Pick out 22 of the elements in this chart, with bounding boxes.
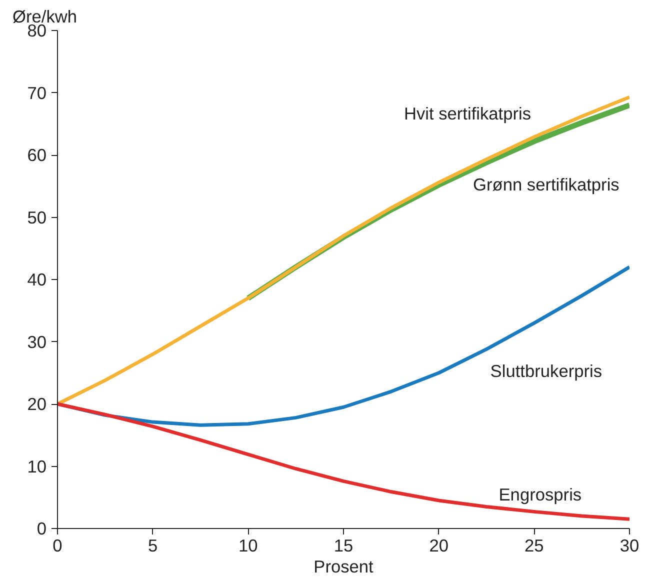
y-tick-label: 20 bbox=[27, 394, 47, 414]
y-tick-label: 50 bbox=[27, 207, 47, 228]
x-tick-label: 0 bbox=[52, 536, 62, 556]
y-tick-label: 0 bbox=[36, 518, 47, 538]
x-tick-label: 20 bbox=[429, 536, 448, 556]
series-label: Sluttbrukerpris bbox=[490, 361, 602, 382]
y-tick-label: 60 bbox=[27, 145, 47, 165]
series-label: Engrospris bbox=[498, 484, 582, 505]
series-label: Hvit sertifikatpris bbox=[404, 103, 532, 124]
x-tick-label: 5 bbox=[148, 536, 158, 556]
y-tick-label: 10 bbox=[27, 456, 47, 476]
y-tick-label: 30 bbox=[27, 332, 47, 352]
x-tick-label: 15 bbox=[334, 536, 354, 556]
y-tick-label: 70 bbox=[27, 82, 47, 103]
line-series bbox=[58, 402, 630, 521]
x-tick-label: 30 bbox=[620, 536, 640, 556]
x-tick-label: 10 bbox=[238, 536, 258, 556]
series-label: Grønn sertifikatpris bbox=[472, 174, 620, 194]
line-series bbox=[58, 95, 630, 406]
y-tick-label: 40 bbox=[27, 270, 47, 290]
x-tick-label: 25 bbox=[524, 536, 544, 556]
x-axis-title: Prosent bbox=[314, 556, 374, 576]
